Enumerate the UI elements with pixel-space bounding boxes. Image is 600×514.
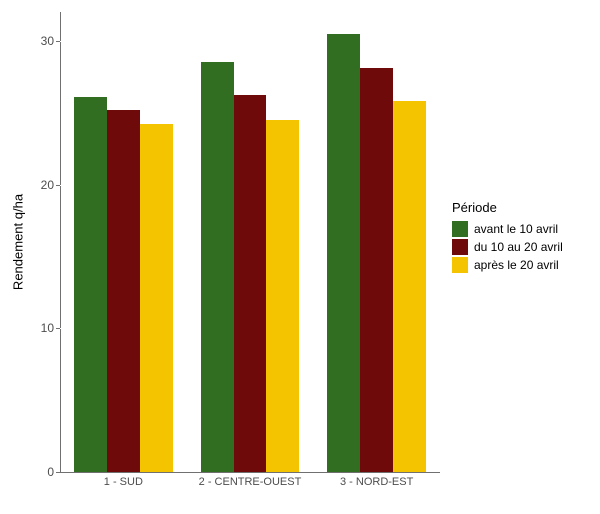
- bar: [74, 97, 107, 472]
- bar: [107, 110, 140, 472]
- bar: [266, 120, 299, 472]
- legend-key: [452, 221, 468, 237]
- legend-item: du 10 au 20 avril: [452, 239, 563, 255]
- y-tick-mark: [56, 328, 60, 329]
- legend-label: du 10 au 20 avril: [474, 240, 563, 254]
- y-axis-line: [60, 12, 61, 472]
- y-tick-label: 30: [41, 34, 54, 48]
- bar: [393, 101, 426, 472]
- plot-panel: [60, 12, 440, 472]
- gridline: [60, 41, 440, 42]
- y-tick-mark: [56, 41, 60, 42]
- x-axis: 1 - SUD 2 - CENTRE-OUEST 3 - NORD-EST: [60, 472, 440, 502]
- legend-label: après le 20 avril: [474, 258, 559, 272]
- x-tick-label: 1 - SUD: [104, 476, 143, 488]
- x-tick-label: 3 - NORD-EST: [340, 476, 413, 488]
- legend-item: après le 20 avril: [452, 257, 563, 273]
- legend-title: Période: [452, 200, 563, 215]
- bar: [140, 124, 173, 472]
- bar: [201, 62, 234, 472]
- y-tick-label: 20: [41, 178, 54, 192]
- figure: 0 10 20 30 1 - SUD 2 - CENTRE-OUEST 3 - NORD-…: [0, 0, 600, 514]
- x-tick-label: 2 - CENTRE-OUEST: [199, 476, 302, 488]
- y-tick-mark: [56, 185, 60, 186]
- y-axis: 0102030: [0, 12, 60, 472]
- bar: [327, 34, 360, 472]
- legend-key: [452, 239, 468, 255]
- y-tick-label: 10: [41, 321, 54, 335]
- bar: [234, 95, 267, 472]
- legend: Période avant le 10 avril du 10 au 20 avr…: [452, 200, 563, 275]
- y-tick-label: 0: [47, 465, 54, 479]
- legend-label: avant le 10 avril: [474, 222, 558, 236]
- bar: [360, 68, 393, 472]
- legend-item: avant le 10 avril: [452, 221, 563, 237]
- legend-key: [452, 257, 468, 273]
- x-axis-line: [60, 472, 440, 473]
- y-axis-label: Rendement q/ha: [11, 194, 26, 290]
